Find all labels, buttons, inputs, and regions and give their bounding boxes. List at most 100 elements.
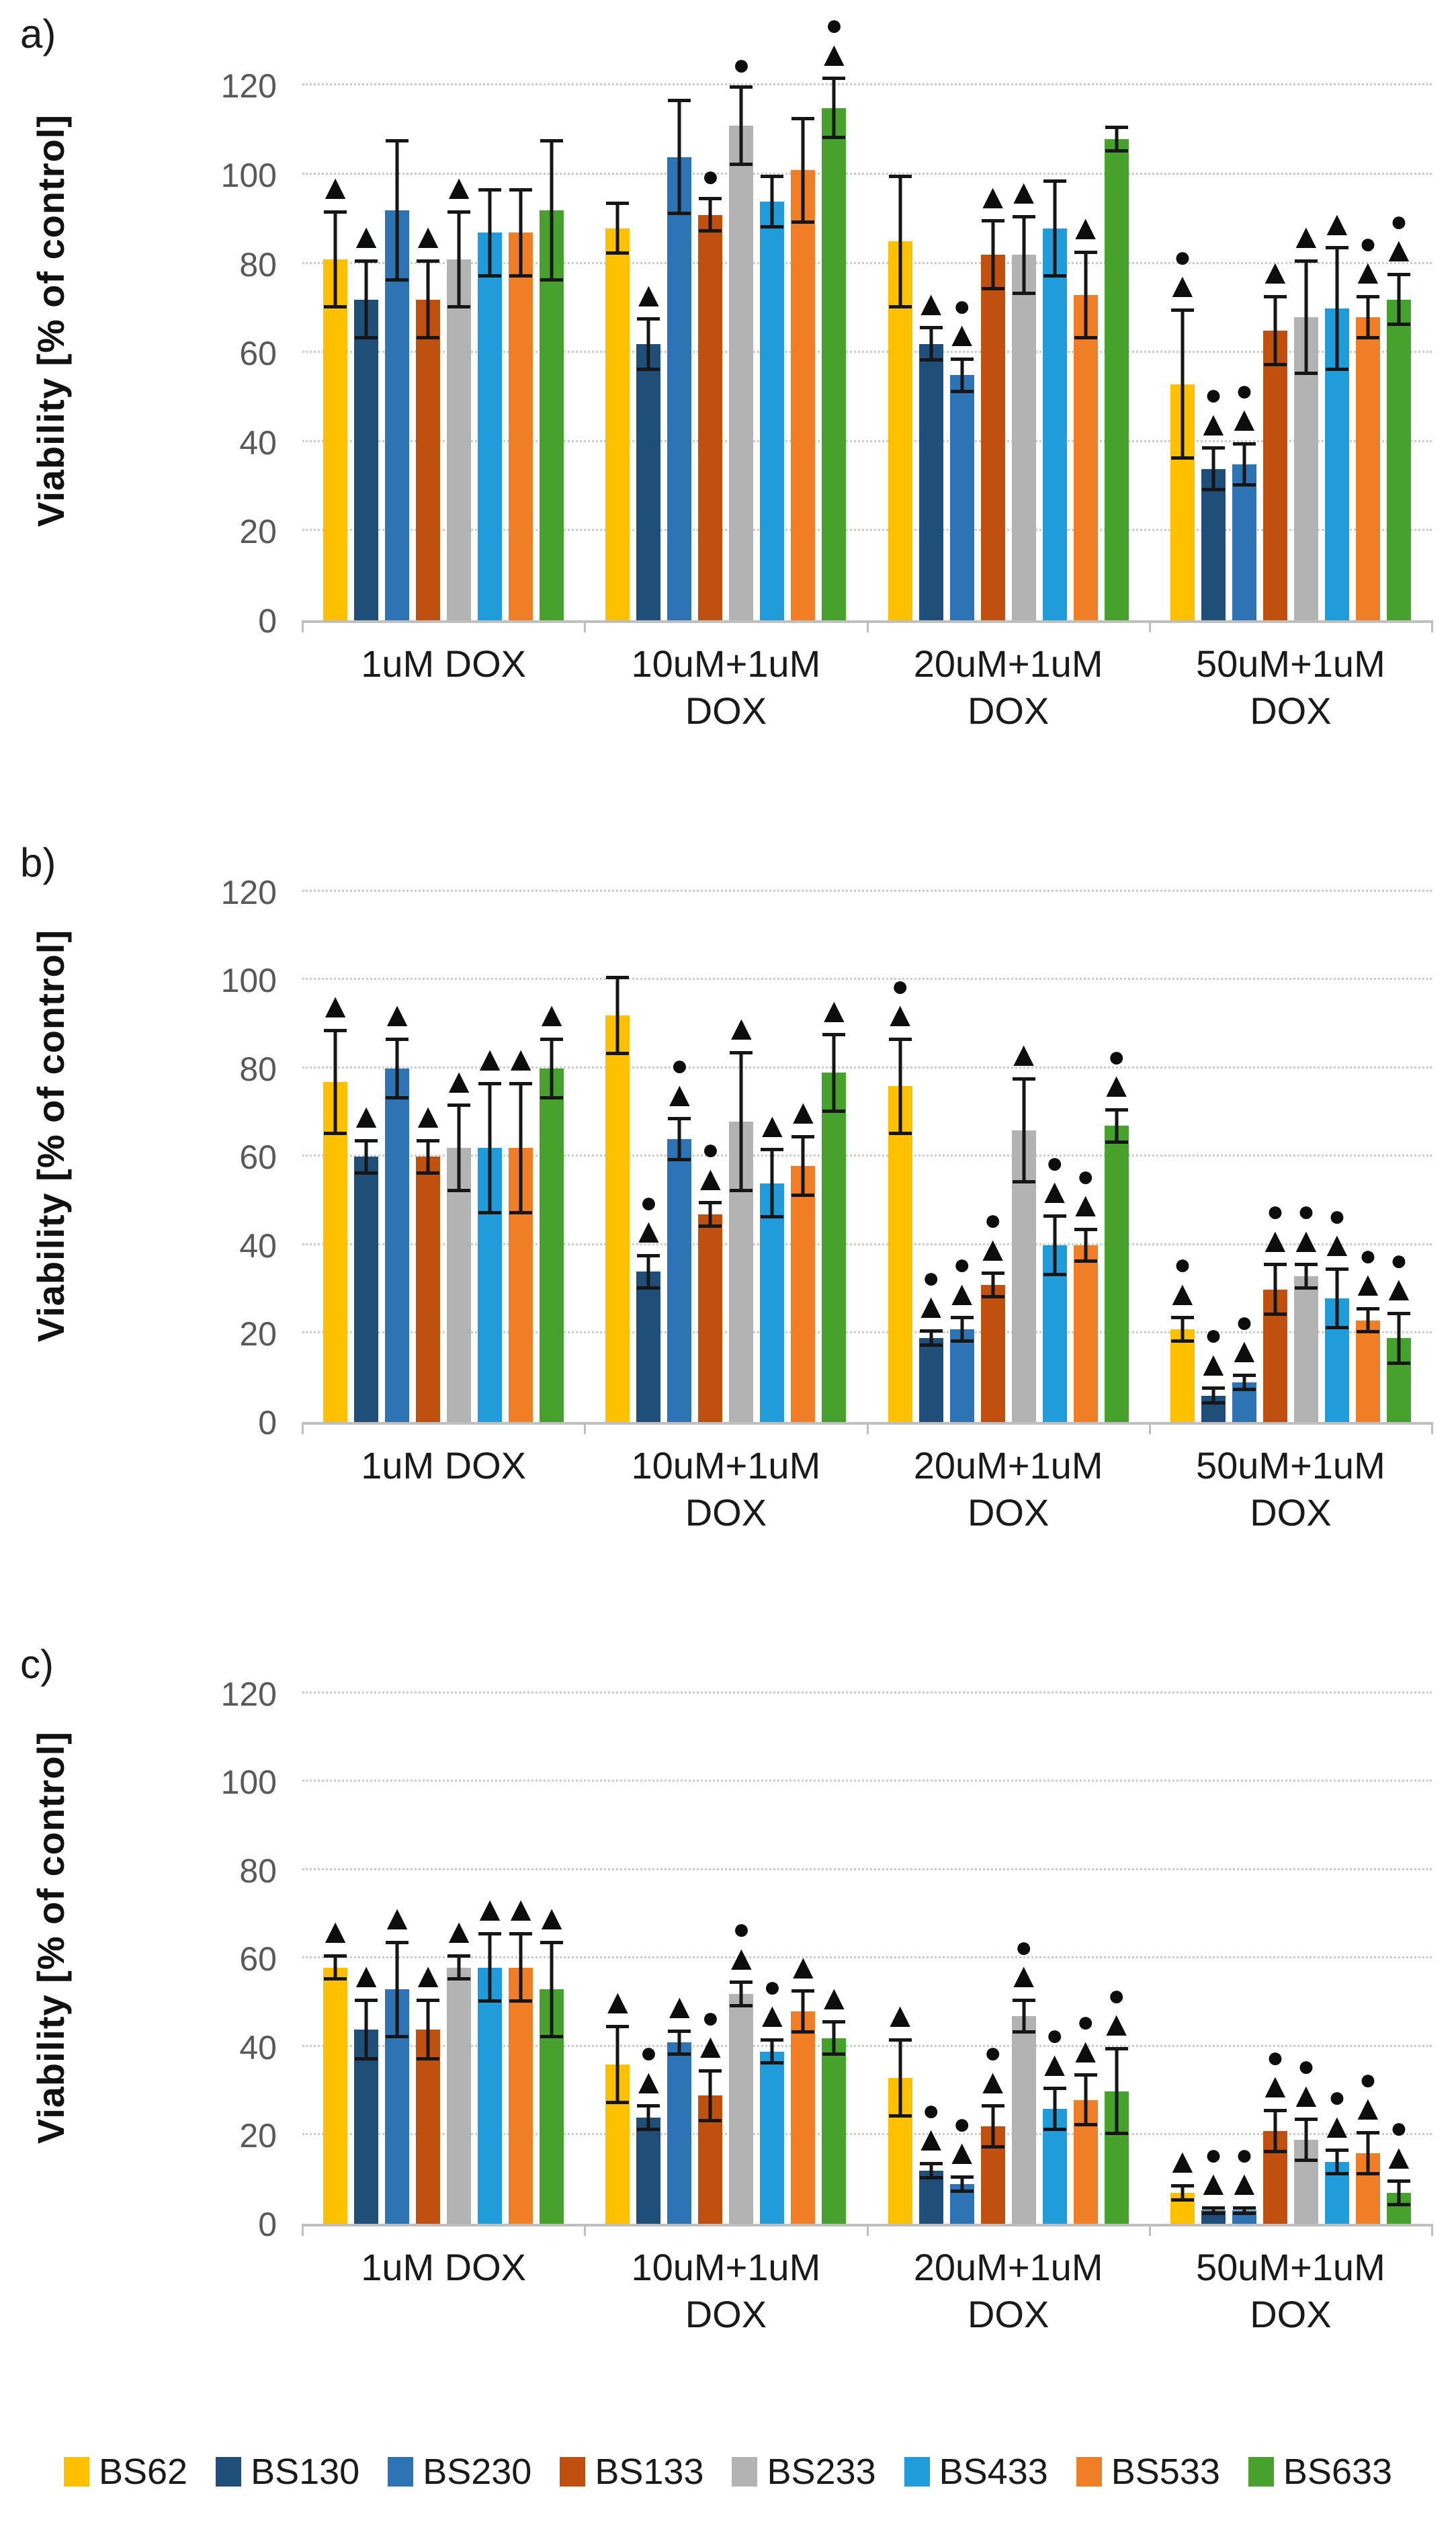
error-bar-BS233 — [730, 85, 753, 166]
error-bar-BS533 — [791, 1134, 815, 1197]
x-category-label-line: DOX — [685, 1491, 767, 1534]
significance-markers-BS62: ▲ — [601, 1985, 635, 2019]
error-bar-BS433 — [1325, 1267, 1348, 1329]
circle-marker-icon: ● — [1266, 2041, 1285, 2075]
y-tick-label-40: 40 — [239, 1226, 277, 1265]
significance-markers-BS133: ▲ — [411, 217, 445, 257]
barwrap-BS233: ● ▲ — [724, 1649, 759, 2224]
y-tick-label-20: 20 — [239, 2117, 277, 2155]
error-bar-BS133 — [981, 1272, 1004, 1298]
circle-marker-icon: ● — [922, 2093, 940, 2127]
y-tick-label-120: 120 — [220, 873, 277, 911]
bar-BS130 — [636, 343, 661, 620]
legend-swatch-BS130 — [216, 2457, 242, 2487]
significance-markers-BS62: ▲ — [318, 1914, 352, 1948]
panel-a-plot-area: ▲ ▲ ▲ ▲ ▲ ● ● ● ▲ ▲ ● ▲ ▲ ▲ ▲ ● ▲ ● ▲ ● ▲ ▲ ▲ ▲ ● ▲ ● ▲ — [302, 10, 1433, 632]
x-category-label-line: DOX — [685, 690, 767, 732]
barwrap-BS633: ● ▲ — [1099, 847, 1133, 1422]
barwrap-BS433: ● ▲ — [1037, 847, 1072, 1422]
error-bar-BS433 — [1043, 2087, 1066, 2131]
error-bar-BS130 — [355, 1998, 378, 2060]
error-bar-BS233 — [1012, 214, 1035, 296]
x-category-label-line: 50uM+1uM — [1196, 1444, 1385, 1487]
bar-BS130 — [354, 299, 379, 620]
circle-marker-icon: ● — [1297, 1195, 1316, 1228]
x-category-label: 20uM+1uM DOX — [867, 1442, 1150, 1536]
circle-marker-icon: ● — [1045, 2019, 1064, 2052]
error-bar-BS230 — [950, 2175, 974, 2193]
barwrap-BS230: ● ▲ — [945, 19, 979, 620]
x-category-label: 10uM+1uM DOX — [585, 640, 867, 735]
significance-markers-BS230: ● ▲ — [945, 2109, 979, 2170]
barwrap-BS130: ▲ — [349, 1649, 384, 2224]
x-category-label-line: 1uM DOX — [361, 642, 527, 685]
significance-markers-BS633: ▲ — [534, 1901, 568, 1935]
circle-marker-icon: ● — [701, 159, 720, 193]
bar-BS533 — [791, 170, 816, 620]
triangle-marker-icon: ▲ — [1165, 1274, 1200, 1313]
category-tick — [302, 620, 304, 632]
barwrap-BS233: ▲ — [1289, 19, 1324, 620]
significance-markers-BS433: ● ▲ — [1320, 2082, 1354, 2143]
error-bar-BS230 — [950, 1316, 974, 1343]
significance-markers-BS533: ● ▲ — [1351, 2065, 1385, 2126]
bar-BS62 — [323, 259, 348, 620]
panel-b: b) Viability [% of control] 0 20 40 60 80 100… — [0, 840, 1433, 1536]
error-bar-BS133 — [1263, 295, 1287, 367]
triangle-marker-icon: ▲ — [411, 1097, 445, 1136]
triangle-marker-icon: ▲ — [913, 284, 949, 323]
error-bar-BS230 — [1232, 2206, 1256, 2215]
bar-BS233 — [1011, 2015, 1036, 2224]
error-bar-BS130 — [637, 2104, 660, 2131]
x-category-label-line: DOX — [1250, 1491, 1332, 1534]
significance-markers-BS133: ● ▲ — [976, 2038, 1010, 2099]
bar-group-1: ▲ ▲ ▲ ▲ — [302, 19, 585, 620]
significance-markers-BS62: ▲ — [883, 1998, 917, 2032]
bar-BS533 — [1355, 317, 1380, 620]
barwrap-BS130: ▲ — [914, 19, 948, 620]
significance-markers-BS233: ▲ — [1289, 220, 1323, 254]
triangle-marker-icon: ▲ — [1320, 1225, 1355, 1265]
significance-markers-BS230: ▲ — [380, 997, 414, 1032]
triangle-marker-icon: ▲ — [380, 1899, 415, 1938]
triangle-marker-icon: ▲ — [1006, 1956, 1041, 1995]
triangle-marker-icon: ▲ — [1258, 2067, 1293, 2106]
x-category-label: 50uM+1uM DOX — [1150, 2244, 1432, 2338]
significance-markers-BS133: ▲ — [1258, 253, 1293, 292]
barwrap-BS133: ● ▲ — [976, 1649, 1010, 2224]
bar-BS130 — [636, 2118, 661, 2224]
panel-b-x-labels: 1uM DOX 10uM+1uM DOX 20uM+1uM DOX 50uM+1uM DOX — [302, 1442, 1432, 1536]
y-tick-label-40: 40 — [239, 423, 277, 462]
bar-BS633 — [1104, 139, 1129, 620]
triangle-marker-icon: ▲ — [1258, 1220, 1293, 1260]
circle-marker-icon: ● — [1235, 1305, 1254, 1339]
y-tick-label-0: 0 — [258, 2206, 277, 2243]
barwrap-BS133: ● ▲ — [693, 1649, 728, 2224]
error-bar-BS533 — [1356, 1307, 1379, 1334]
barwrap-BS62: ▲ — [318, 847, 353, 1422]
triangle-marker-icon: ▲ — [1320, 204, 1355, 243]
significance-markers-BS130: ● ▲ — [632, 2038, 666, 2099]
triangle-marker-icon: ▲ — [411, 217, 445, 257]
x-category-label-line: DOX — [1250, 690, 1332, 732]
gridline-80 — [302, 1868, 1432, 1870]
x-category-label: 50uM+1uM DOX — [1150, 640, 1432, 735]
bar-BS130 — [636, 1272, 661, 1422]
bar-BS233 — [447, 1148, 472, 1422]
legend-swatch-BS230 — [388, 2457, 414, 2487]
triangle-marker-icon: ▲ — [1258, 253, 1293, 292]
error-bar-BS433 — [478, 1081, 502, 1214]
error-bar-BS233 — [730, 1981, 753, 2007]
circle-marker-icon: ● — [1107, 1978, 1125, 2012]
barwrap-BS130: ● ▲ — [1196, 847, 1231, 1422]
triangle-marker-icon: ▲ — [349, 1097, 384, 1136]
category-tick — [1148, 620, 1151, 632]
gridline-120 — [302, 1691, 1432, 1694]
significance-markers-BS533: ● ▲ — [1351, 1241, 1385, 1302]
circle-marker-icon: ● — [763, 1970, 781, 2003]
bar-BS130 — [1201, 468, 1226, 620]
y-tick-label-0: 0 — [258, 602, 277, 640]
circle-marker-icon: ● — [732, 1913, 751, 1946]
triangle-marker-icon: ▲ — [534, 995, 569, 1035]
triangle-marker-icon: ▲ — [882, 995, 918, 1035]
